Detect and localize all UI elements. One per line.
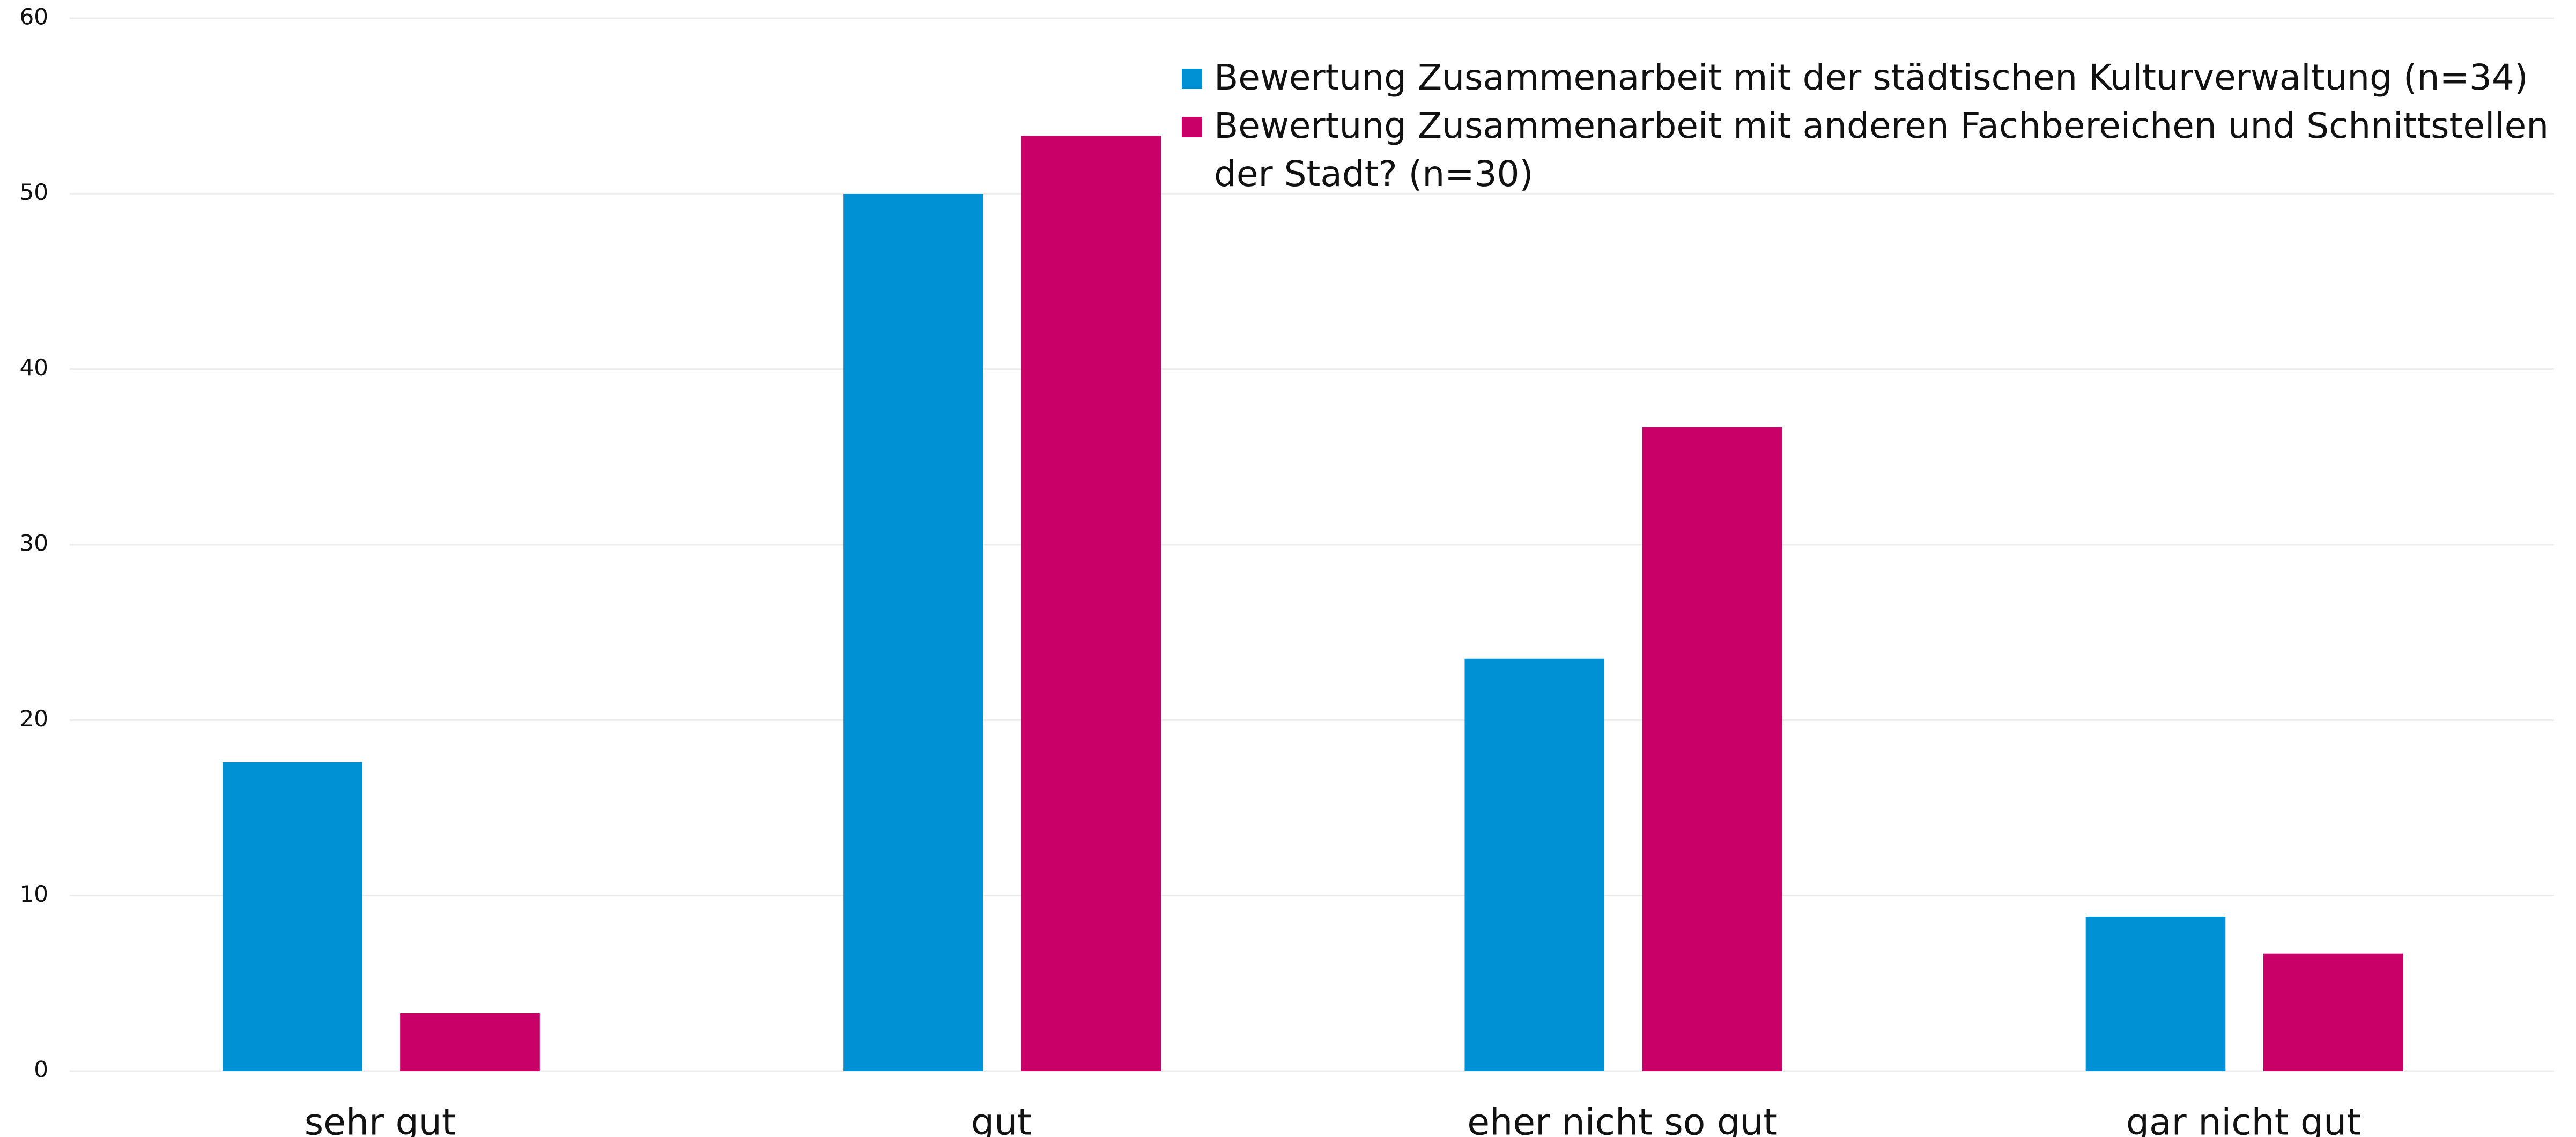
- y-tick-label: 10: [20, 881, 48, 907]
- legend-label: Bewertung Zusammenarbeit mit anderen Fac…: [1214, 105, 2549, 195]
- bar: [400, 1013, 540, 1071]
- x-tick-label: gar nicht gut: [2126, 1102, 2361, 1137]
- x-tick-label: eher nicht so gut: [1467, 1102, 1778, 1137]
- bar: [1464, 658, 1605, 1071]
- y-tick-label: 50: [20, 179, 48, 205]
- legend: Bewertung Zusammenarbeit mit der städtis…: [1182, 54, 2555, 198]
- y-tick-label: 0: [34, 1057, 48, 1083]
- legend-swatch: [1182, 69, 1202, 89]
- y-tick-label: 30: [20, 530, 48, 556]
- x-tick-label: gut: [971, 1102, 1032, 1137]
- bar: [1021, 136, 1161, 1071]
- legend-swatch: [1182, 117, 1202, 137]
- y-tick-label: 60: [20, 4, 48, 30]
- bar: [843, 194, 983, 1071]
- legend-label: Bewertung Zusammenarbeit mit der städtis…: [1214, 57, 2528, 98]
- bar: [1642, 427, 1782, 1071]
- y-tick-label: 20: [20, 705, 48, 732]
- legend-item: Bewertung Zusammenarbeit mit der städtis…: [1182, 54, 2555, 102]
- legend-item: Bewertung Zusammenarbeit mit anderen Fac…: [1182, 102, 2555, 198]
- bar: [222, 762, 362, 1071]
- y-tick-label: 40: [20, 354, 48, 381]
- x-tick-label: sehr gut: [305, 1102, 456, 1137]
- bar: [2263, 953, 2403, 1071]
- bar: [2085, 916, 2226, 1071]
